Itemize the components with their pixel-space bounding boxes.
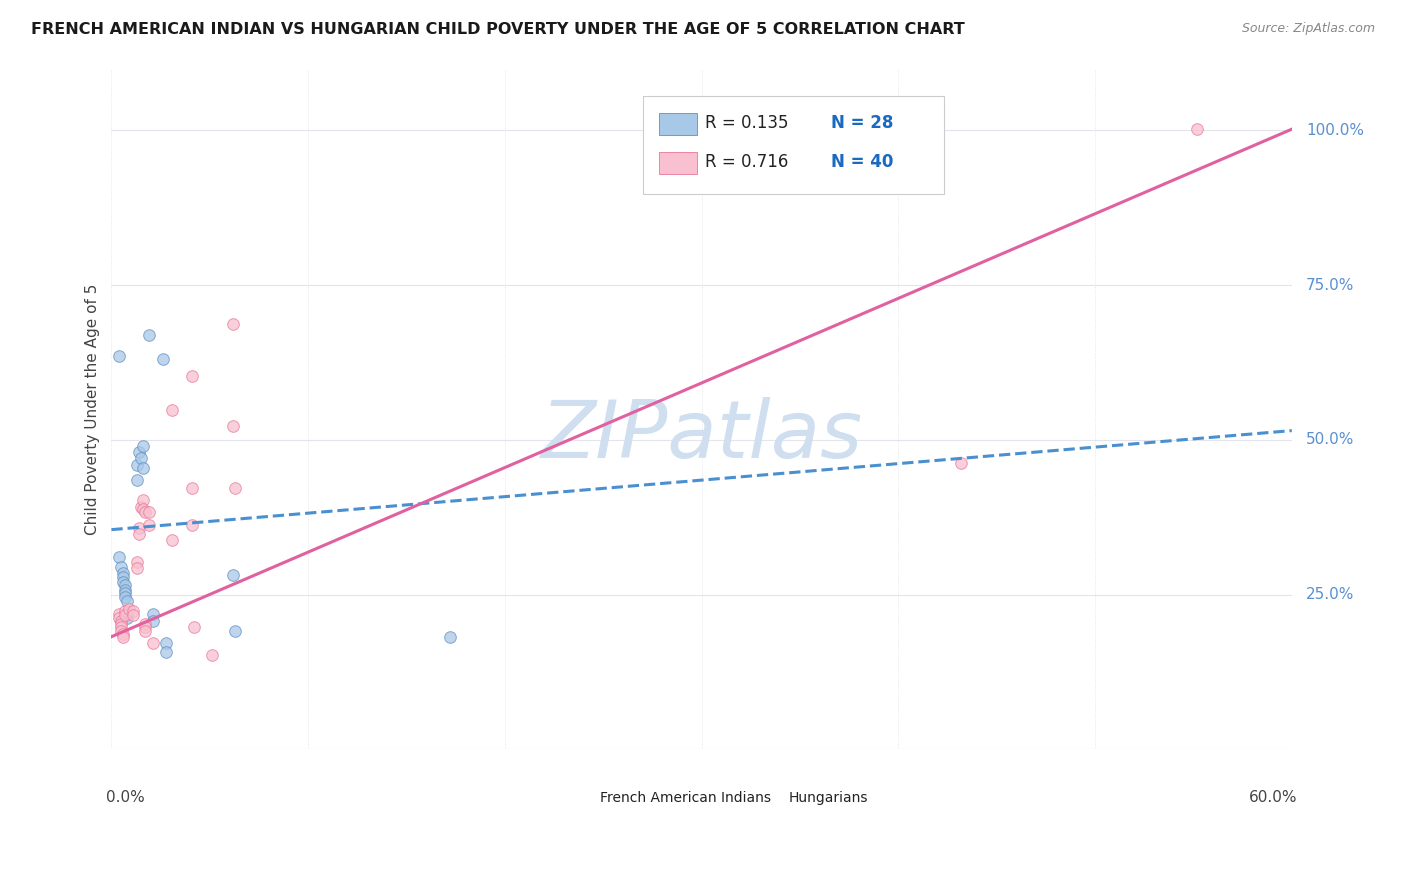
- Point: [222, 317, 245, 331]
- Point: [108, 550, 131, 565]
- Point: [950, 456, 973, 470]
- Point: [115, 594, 138, 608]
- Point: [222, 418, 245, 433]
- Point: [162, 533, 184, 548]
- Y-axis label: Child Poverty Under the Age of 5: Child Poverty Under the Age of 5: [86, 284, 100, 534]
- FancyBboxPatch shape: [748, 788, 776, 808]
- Point: [152, 352, 174, 367]
- Point: [155, 644, 177, 658]
- FancyBboxPatch shape: [643, 95, 943, 194]
- Point: [128, 445, 150, 459]
- Point: [222, 567, 245, 582]
- Point: [129, 500, 152, 514]
- Point: [128, 527, 150, 541]
- Point: [118, 602, 141, 616]
- Text: Hungarians: Hungarians: [789, 790, 869, 805]
- Point: [142, 636, 165, 650]
- Point: [125, 555, 148, 569]
- Point: [108, 607, 131, 622]
- Point: [114, 578, 136, 592]
- Point: [110, 620, 132, 634]
- Point: [112, 570, 135, 584]
- Point: [115, 607, 138, 622]
- FancyBboxPatch shape: [558, 788, 588, 808]
- Point: [181, 369, 204, 384]
- Point: [655, 163, 678, 178]
- Point: [138, 327, 160, 342]
- Point: [125, 473, 148, 487]
- Point: [142, 614, 165, 628]
- Point: [183, 620, 205, 634]
- Point: [114, 586, 136, 600]
- Point: [155, 636, 177, 650]
- Point: [110, 614, 132, 628]
- Point: [108, 349, 131, 363]
- Point: [162, 403, 184, 417]
- Text: FRENCH AMERICAN INDIAN VS HUNGARIAN CHILD POVERTY UNDER THE AGE OF 5 CORRELATION: FRENCH AMERICAN INDIAN VS HUNGARIAN CHIL…: [31, 22, 965, 37]
- Text: R = 0.135: R = 0.135: [706, 114, 789, 132]
- Point: [224, 481, 246, 495]
- Text: Source: ZipAtlas.com: Source: ZipAtlas.com: [1241, 22, 1375, 36]
- Text: R = 0.716: R = 0.716: [706, 153, 789, 171]
- Point: [122, 604, 145, 618]
- Point: [138, 517, 160, 532]
- Point: [125, 458, 148, 472]
- Point: [181, 517, 204, 532]
- Text: 100.0%: 100.0%: [1306, 123, 1364, 138]
- Point: [112, 630, 135, 644]
- Point: [129, 451, 152, 466]
- Point: [112, 626, 135, 640]
- Text: 25.0%: 25.0%: [1306, 587, 1354, 602]
- Point: [110, 617, 132, 632]
- Point: [439, 630, 461, 644]
- Point: [201, 648, 224, 663]
- Point: [224, 624, 246, 638]
- Point: [138, 505, 160, 519]
- Point: [132, 492, 155, 507]
- Point: [108, 611, 131, 625]
- Point: [114, 590, 136, 604]
- Point: [1187, 122, 1209, 136]
- Point: [125, 561, 148, 575]
- Text: 75.0%: 75.0%: [1306, 277, 1354, 293]
- Point: [128, 521, 150, 535]
- Text: N = 28: N = 28: [831, 114, 894, 132]
- Point: [134, 616, 156, 631]
- Text: 60.0%: 60.0%: [1249, 790, 1298, 805]
- Text: 0.0%: 0.0%: [105, 790, 145, 805]
- Point: [114, 608, 136, 623]
- Point: [110, 559, 132, 574]
- Point: [115, 611, 138, 625]
- Point: [132, 460, 155, 475]
- Point: [110, 624, 132, 638]
- Text: 50.0%: 50.0%: [1306, 433, 1354, 448]
- Point: [112, 575, 135, 590]
- Text: ZIPatlas: ZIPatlas: [540, 397, 863, 475]
- Point: [134, 620, 156, 634]
- Point: [181, 481, 204, 495]
- Point: [134, 624, 156, 638]
- FancyBboxPatch shape: [659, 153, 697, 174]
- Text: N = 40: N = 40: [831, 153, 894, 171]
- Point: [134, 505, 156, 519]
- Point: [132, 439, 155, 453]
- Point: [112, 566, 135, 580]
- FancyBboxPatch shape: [659, 112, 697, 135]
- Point: [114, 582, 136, 597]
- Point: [114, 604, 136, 618]
- Text: French American Indians: French American Indians: [600, 790, 770, 805]
- Point: [132, 502, 155, 516]
- Point: [122, 608, 145, 623]
- Point: [142, 607, 165, 622]
